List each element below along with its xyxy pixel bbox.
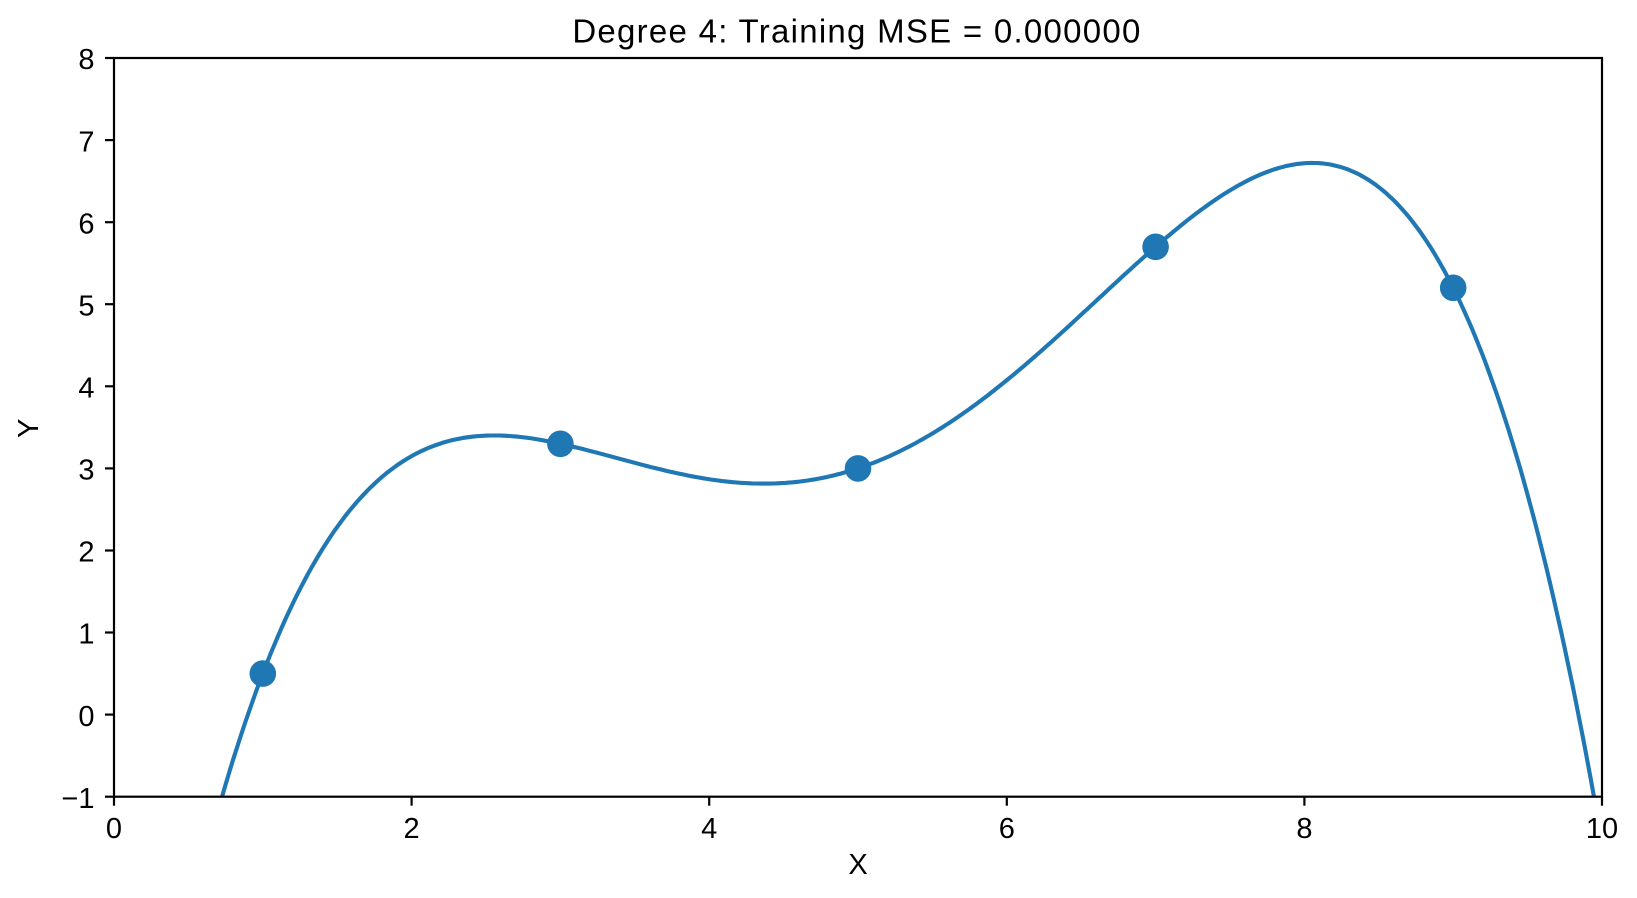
svg-text:7: 7: [78, 126, 94, 158]
svg-text:−1: −1: [61, 783, 94, 815]
svg-text:6: 6: [78, 208, 94, 240]
svg-text:0: 0: [78, 701, 94, 733]
svg-text:X: X: [848, 849, 867, 881]
svg-text:10: 10: [1586, 813, 1618, 845]
svg-text:4: 4: [78, 373, 94, 405]
svg-text:Degree 4: Training MSE = 0.000: Degree 4: Training MSE = 0.000000: [572, 13, 1141, 50]
svg-text:Y: Y: [13, 419, 45, 438]
svg-text:2: 2: [404, 813, 420, 845]
svg-text:5: 5: [78, 290, 94, 322]
svg-text:8: 8: [1296, 813, 1312, 845]
svg-text:1: 1: [78, 619, 94, 651]
svg-text:2: 2: [78, 537, 94, 569]
svg-text:0: 0: [106, 813, 122, 845]
svg-text:8: 8: [78, 44, 94, 76]
svg-text:6: 6: [999, 813, 1015, 845]
svg-text:3: 3: [78, 455, 94, 487]
svg-text:4: 4: [701, 813, 717, 845]
